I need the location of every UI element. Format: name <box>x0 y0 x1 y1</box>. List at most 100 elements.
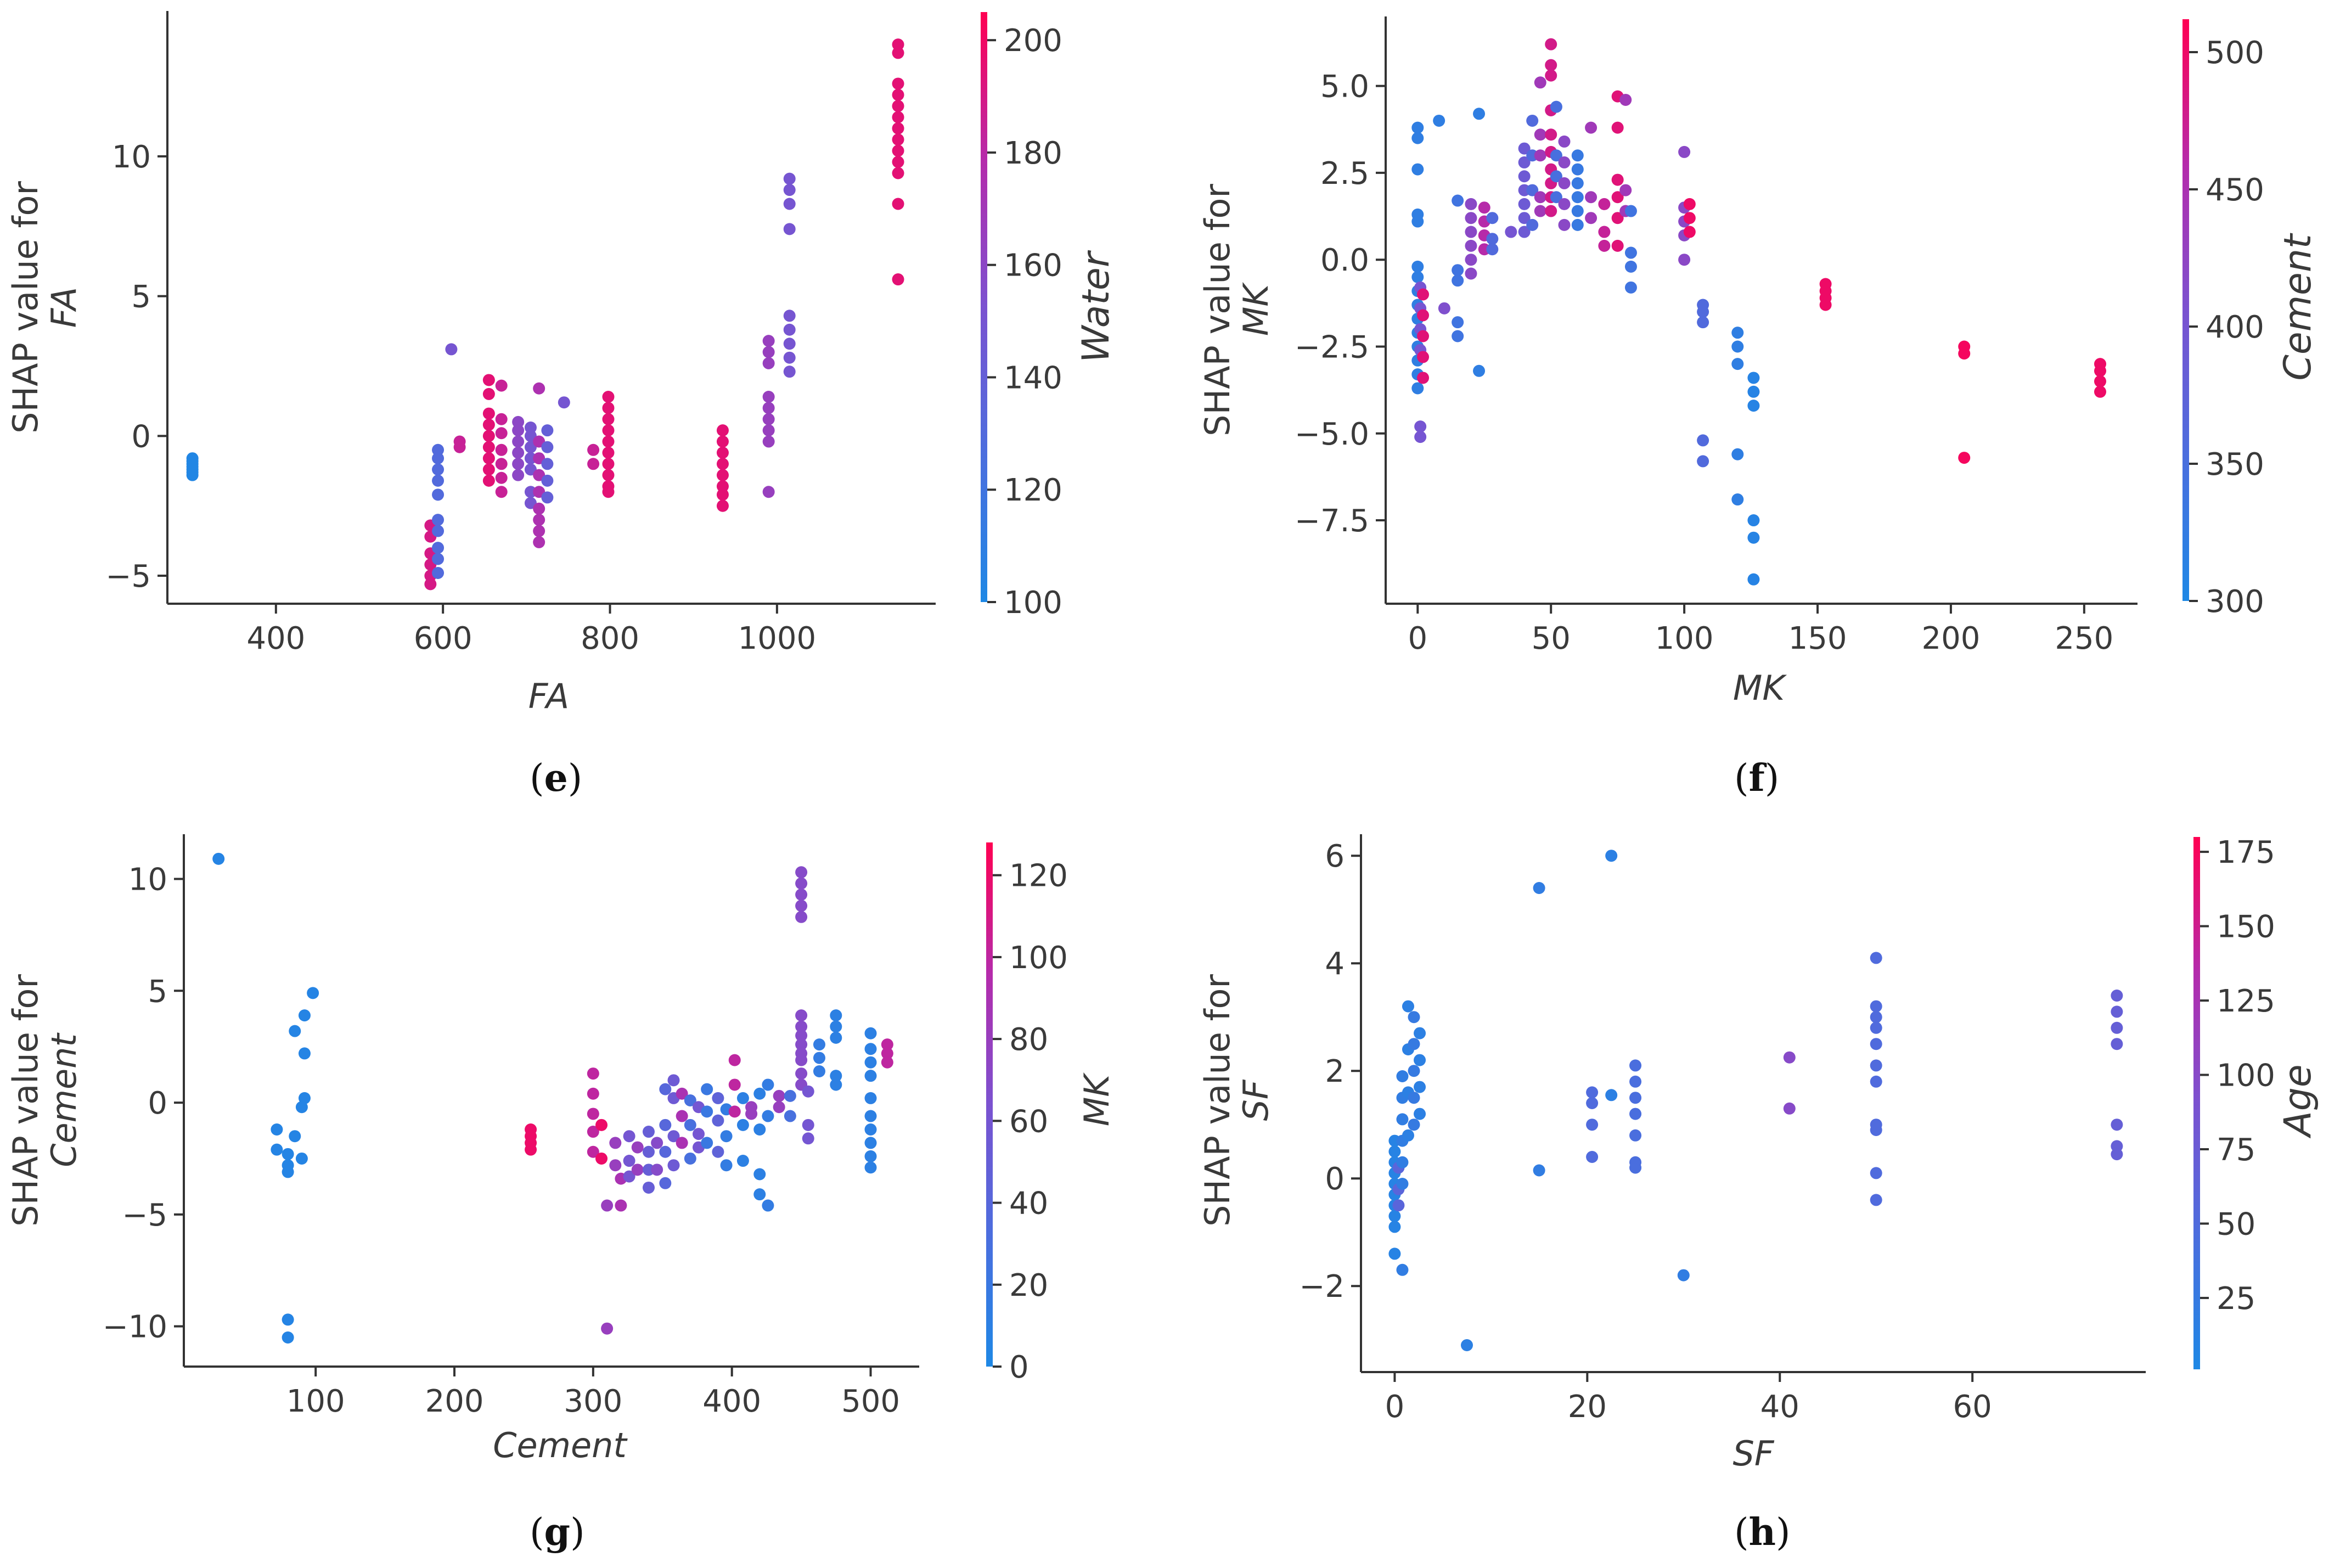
panel-g-point <box>864 1056 877 1069</box>
panel-h-ytick-label: 2 <box>1325 1054 1345 1089</box>
panel-f-colorbar-tick-label: 500 <box>2206 35 2264 71</box>
panel-f-point <box>1571 149 1584 162</box>
panel-g-point <box>601 1322 614 1335</box>
panel-f-point <box>1611 212 1624 224</box>
caption-g: (g) <box>530 1510 585 1554</box>
panel-e-point <box>783 323 796 336</box>
panel-h-point <box>1414 1108 1426 1120</box>
panel-g-point <box>736 1119 749 1131</box>
panel-e-point <box>533 536 545 548</box>
panel-e-point <box>762 435 775 448</box>
panel-h-colorbar-tick-label: 175 <box>2217 835 2275 870</box>
panel-g-colorbar <box>986 842 993 1367</box>
panel-g-ylabel-prefix: SHAP value for <box>5 974 46 1227</box>
panel-g-point <box>784 1110 796 1122</box>
panel-f-point <box>2094 364 2106 377</box>
panel-g-colorbar-label: MK <box>1077 1072 1117 1126</box>
panel-e-point <box>512 424 525 437</box>
panel-e-point <box>602 486 615 498</box>
panel-e-point <box>892 38 904 51</box>
panel-e-point <box>533 382 545 395</box>
panel-f-point <box>1611 173 1624 186</box>
panel-f-point <box>1611 239 1624 252</box>
panel-h-point <box>1388 1145 1401 1158</box>
panel-g-xtick-label: 400 <box>702 1384 761 1419</box>
panel-e-point <box>445 343 458 356</box>
panel-e-point <box>716 446 729 459</box>
panel-g-point <box>753 1123 766 1136</box>
panel-g-ytick-label: 0 <box>148 1086 167 1121</box>
panel-g-point <box>745 1108 758 1120</box>
panel-f-point <box>1697 434 1709 447</box>
panel-h-xticks: 0 20 40 60 <box>1385 1372 1992 1425</box>
panel-g-point <box>587 1108 599 1120</box>
panel-g-point <box>728 1105 741 1118</box>
panel-f-point <box>1473 108 1486 120</box>
panel-h-ylabel-prefix: SHAP value for <box>1197 974 1238 1227</box>
panel-e-point <box>716 488 729 501</box>
panel-f-point <box>1473 364 1486 377</box>
panel-f: −7.5 −5.0 −2.5 0.0 2.5 5.0 0 50 100 150 200 250 SH… <box>1197 16 2320 708</box>
panel-e-point <box>432 452 445 465</box>
panel-h-point <box>1605 1089 1618 1101</box>
panel-f-point <box>1571 191 1584 204</box>
panel-f-point <box>1611 191 1624 204</box>
panel-g-point <box>684 1119 696 1131</box>
panel-h-point <box>1533 882 1545 894</box>
panel-g-point <box>864 1043 877 1055</box>
panel-f-point <box>1438 302 1450 314</box>
panel-e-point <box>482 463 495 476</box>
panel-g-xtick-label: 200 <box>425 1384 484 1419</box>
panel-g-point <box>587 1067 599 1080</box>
panel-h-point <box>1396 1178 1409 1190</box>
panel-g-point <box>659 1177 672 1189</box>
panel-g-point <box>753 1087 766 1100</box>
panel-g-point <box>525 1143 537 1156</box>
panel-f-point <box>1571 163 1584 176</box>
panel-h-point <box>1461 1339 1473 1351</box>
panel-e-point <box>602 413 615 425</box>
panel-g-point <box>642 1164 655 1176</box>
panel-g-point <box>282 1148 294 1160</box>
panel-h-point <box>1388 1221 1401 1233</box>
panel-g-point <box>712 1092 724 1104</box>
panel-e-point <box>524 452 537 465</box>
panel-f-point <box>1678 254 1691 266</box>
panel-f-point <box>1624 281 1637 294</box>
panel-g-point <box>813 1065 825 1078</box>
panel-f-point <box>1534 128 1546 141</box>
panel-g-point <box>762 1110 774 1122</box>
panel-f-point <box>1414 431 1427 443</box>
panel-h-point <box>1629 1092 1642 1104</box>
panel-f-point <box>1558 198 1571 210</box>
panel-e-colorbar-tick-label: 180 <box>1004 136 1062 171</box>
panel-f-point <box>1452 330 1464 342</box>
panel-f-point <box>1545 38 1557 50</box>
panel-h-point <box>1414 1054 1426 1066</box>
panel-f-point <box>1486 233 1499 245</box>
panel-f-point <box>1731 493 1744 506</box>
panel-g-point <box>795 1054 808 1066</box>
panel-e-xtick-label: 400 <box>246 621 305 656</box>
panel-g-ytick-label: −10 <box>103 1310 167 1345</box>
panel-f-point <box>1819 299 1832 311</box>
panel-f-point <box>1558 218 1571 231</box>
panel-g-point <box>813 1038 825 1051</box>
panel-e-point <box>482 387 495 400</box>
panel-g-point <box>212 852 225 865</box>
panel-f-xtick-label: 100 <box>1655 621 1714 656</box>
panel-e-point <box>432 566 445 579</box>
panel-f-point <box>1486 243 1499 256</box>
panel-e-point <box>892 198 904 210</box>
panel-e-point <box>602 458 615 470</box>
panel-f-point <box>1465 212 1477 224</box>
panel-e-point <box>783 184 796 196</box>
panel-e-ylabel-prefix: SHAP value for <box>5 181 46 434</box>
panel-e-point <box>716 435 729 448</box>
panel-g-point <box>701 1083 713 1095</box>
panel-f-point <box>1411 260 1424 273</box>
panel-e-point <box>587 443 600 456</box>
panel-g-ylabel-feature: Cement <box>44 1032 84 1167</box>
panel-h-point <box>2111 1119 2123 1131</box>
panel-g-point <box>881 1056 893 1069</box>
